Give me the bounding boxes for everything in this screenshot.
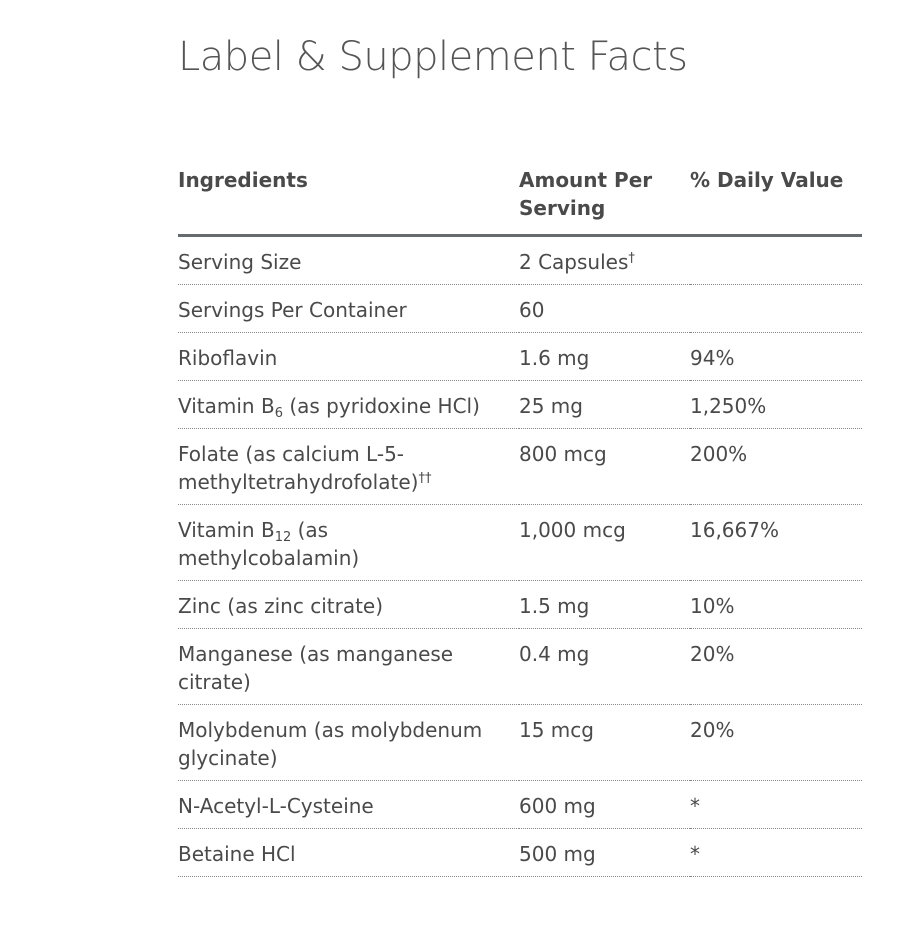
ingredient-name-part: (as methylcobalamin)	[178, 518, 360, 570]
table-row: Manganese (as manganese citrate) 0.4 mg …	[178, 628, 862, 705]
amount-per-serving: 1.5 mg	[519, 580, 690, 629]
amount-per-serving: 1,000 mcg	[519, 504, 690, 581]
ingredient-name: Vitamin B12 (as methylcobalamin)	[178, 504, 519, 581]
daily-value: 94%	[690, 332, 862, 381]
daily-value	[690, 284, 862, 333]
column-header-daily-value: % Daily Value	[690, 166, 862, 237]
ingredient-name: Vitamin B6 (as pyridoxine HCl)	[178, 380, 519, 429]
amount-per-serving: 600 mg	[519, 780, 690, 829]
table-header-row: Ingredients Amount Per Serving % Daily V…	[178, 166, 862, 237]
table-row: Riboflavin 1.6 mg 94%	[178, 332, 862, 381]
table-row: Betaine HCl 500 mg *	[178, 828, 862, 877]
amount-per-serving: 0.4 mg	[519, 628, 690, 705]
daily-value: 20%	[690, 704, 862, 781]
daily-value: *	[690, 780, 862, 829]
amount-per-serving: 60	[519, 284, 690, 333]
ingredient-name: N-Acetyl-L-Cysteine	[178, 780, 519, 829]
amount-per-serving: 2 Capsules†	[519, 235, 690, 285]
table-row: Vitamin B6 (as pyridoxine HCl) 25 mg 1,2…	[178, 380, 862, 429]
ingredient-name: Zinc (as zinc citrate)	[178, 580, 519, 629]
table-row: N-Acetyl-L-Cysteine 600 mg *	[178, 780, 862, 829]
amount-per-serving: 800 mcg	[519, 428, 690, 505]
subscript: 12	[274, 530, 292, 545]
ingredient-name-part: (as pyridoxine HCl)	[282, 394, 480, 418]
double-dagger-footnote-mark: ††	[418, 471, 432, 486]
amount-per-serving: 1.6 mg	[519, 332, 690, 381]
column-header-amount: Amount Per Serving	[519, 166, 690, 237]
daily-value: 10%	[690, 580, 862, 629]
amount-value: 2 Capsules	[519, 250, 629, 274]
table-row: Folate (as calcium L-5-methyltetrahydrof…	[178, 428, 862, 505]
daily-value: 16,667%	[690, 504, 862, 581]
table-row: Zinc (as zinc citrate) 1.5 mg 10%	[178, 580, 862, 629]
table-row: Vitamin B12 (as methylcobalamin) 1,000 m…	[178, 504, 862, 581]
ingredient-name: Betaine HCl	[178, 828, 519, 877]
daily-value: 20%	[690, 628, 862, 705]
ingredient-name: Servings Per Container	[178, 284, 519, 333]
ingredient-name: Manganese (as manganese citrate)	[178, 628, 519, 705]
ingredient-name: Serving Size	[178, 235, 519, 285]
table-row: Molybdenum (as molybdenum glycinate) 15 …	[178, 704, 862, 781]
daily-value	[690, 235, 862, 285]
ingredient-name: Riboflavin	[178, 332, 519, 381]
daily-value: 1,250%	[690, 380, 862, 429]
ingredient-name-part: Folate (as calcium L-5-methyltetrahydrof…	[178, 442, 419, 494]
ingredient-name: Molybdenum (as molybdenum glycinate)	[178, 704, 519, 781]
ingredient-name-part: Vitamin B	[178, 518, 275, 542]
subscript: 6	[274, 406, 283, 421]
ingredient-name: Folate (as calcium L-5-methyltetrahydrof…	[178, 428, 519, 505]
supplement-facts-table: Ingredients Amount Per Serving % Daily V…	[178, 166, 862, 877]
dagger-footnote-mark: †	[628, 251, 635, 266]
amount-per-serving: 25 mg	[519, 380, 690, 429]
column-header-ingredients: Ingredients	[178, 166, 519, 237]
table-row: Servings Per Container 60	[178, 284, 862, 333]
ingredient-name-part: Vitamin B	[178, 394, 275, 418]
daily-value: *	[690, 828, 862, 877]
daily-value: 200%	[690, 428, 862, 505]
amount-per-serving: 500 mg	[519, 828, 690, 877]
amount-per-serving: 15 mcg	[519, 704, 690, 781]
table-row: Serving Size 2 Capsules†	[178, 235, 862, 285]
page-title: Label & Supplement Facts	[178, 34, 688, 80]
